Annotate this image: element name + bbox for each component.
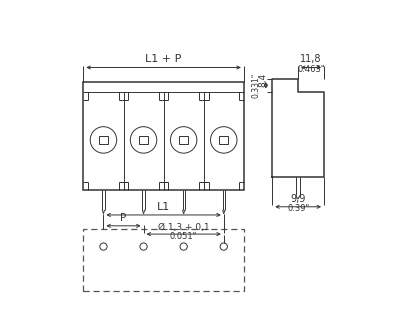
Text: P: P	[120, 213, 127, 223]
Bar	[99, 135, 108, 144]
Text: L1 + P: L1 + P	[146, 54, 182, 64]
Text: 0.463": 0.463"	[297, 65, 325, 74]
Text: 8,4: 8,4	[258, 73, 267, 87]
Text: 9,9: 9,9	[290, 194, 306, 204]
Text: Ø 1,3 + 0,1: Ø 1,3 + 0,1	[158, 222, 210, 232]
Bar	[219, 135, 228, 144]
Bar	[84, 82, 244, 191]
Text: 11,8: 11,8	[300, 54, 322, 65]
Text: 0.331": 0.331"	[252, 73, 260, 98]
Text: 0.39": 0.39"	[287, 204, 309, 213]
Text: 0.051": 0.051"	[170, 232, 197, 241]
Bar	[139, 135, 148, 144]
Bar	[179, 135, 188, 144]
Text: L1: L1	[157, 202, 170, 212]
Bar	[84, 229, 244, 291]
